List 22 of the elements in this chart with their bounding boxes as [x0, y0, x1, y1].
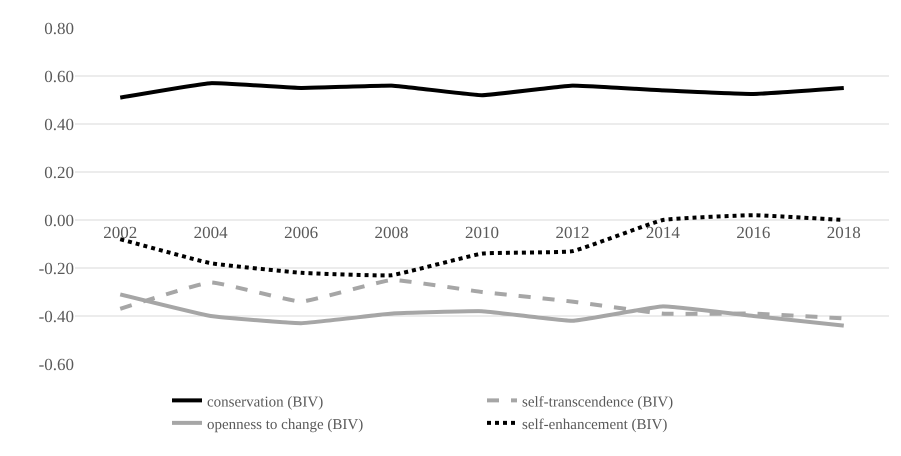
x-tick-label: 2018: [826, 223, 861, 242]
y-tick-label: 0.80: [44, 18, 74, 38]
y-tick-label: -0.40: [38, 306, 74, 326]
x-tick-label: 2016: [736, 223, 770, 242]
y-tick-label: -0.20: [38, 258, 74, 278]
y-tick-label: 0.60: [44, 66, 74, 86]
x-tick-label: 2010: [465, 223, 499, 242]
x-tick-label: 2014: [646, 223, 680, 242]
y-tick-label: 0.40: [44, 114, 74, 134]
y-tick-label: 0.20: [44, 162, 74, 182]
y-tick-label: 0.00: [44, 210, 74, 230]
x-tick-label: 2008: [374, 223, 409, 242]
x-tick-label: 2012: [555, 223, 590, 242]
legend-label: conservation (BIV): [207, 394, 324, 410]
legend-label: self-transcendence (BIV): [522, 394, 674, 410]
x-tick-label: 2006: [284, 223, 318, 242]
legend-label: openness to change (BIV): [207, 416, 364, 433]
legend-label: self-enhancement (BIV): [522, 416, 668, 433]
line-series: [118, 81, 846, 100]
y-tick-label: -0.60: [38, 354, 74, 374]
x-tick-label: 2004: [194, 223, 228, 242]
x-tick-label: 2002: [103, 223, 138, 242]
